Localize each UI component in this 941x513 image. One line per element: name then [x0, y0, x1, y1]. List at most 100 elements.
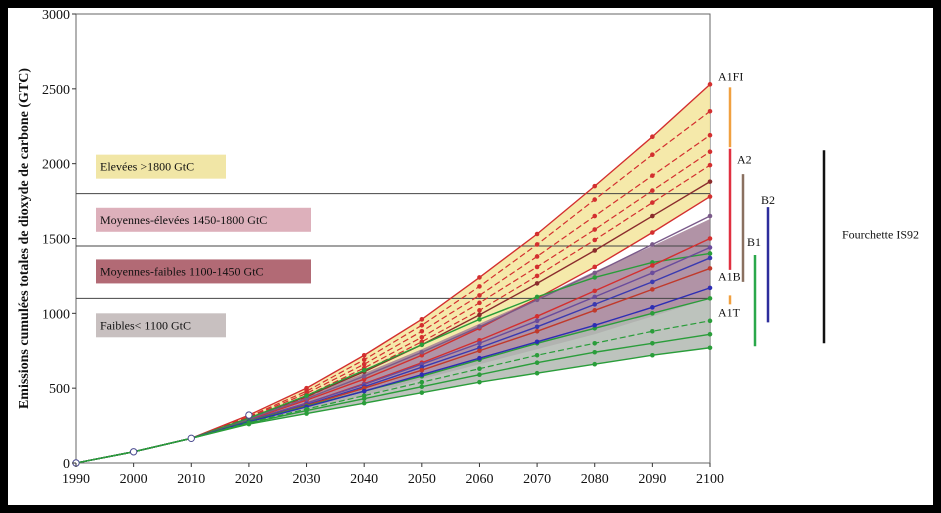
series-4-point-7 [477, 308, 482, 313]
series-12-point-10 [650, 287, 655, 292]
series-2-point-5 [361, 361, 367, 367]
series-5-point-10 [650, 213, 655, 219]
xtick-label-2: 2010 [177, 472, 205, 487]
series-16-point-11 [707, 331, 713, 337]
series-9-point-9 [592, 288, 598, 294]
series-10-point-11 [707, 245, 713, 250]
common-point-3 [245, 411, 253, 419]
series-15-point-10 [650, 328, 655, 334]
series-2-point-6 [419, 328, 425, 334]
series-7-point-9 [592, 270, 598, 276]
series-2-point-10 [650, 173, 655, 178]
series-0-point-9 [592, 183, 598, 189]
series-1-point-6 [419, 323, 425, 328]
series-8-point-4 [304, 393, 309, 398]
series-12-point-11 [707, 266, 713, 271]
xtick-label-4: 2030 [293, 472, 321, 487]
series-1-point-7 [477, 284, 482, 289]
series-13-point-11 [707, 296, 713, 301]
series-4-point-11 [707, 162, 713, 168]
series-6-point-11 [707, 194, 713, 199]
series-15-point-9 [592, 340, 598, 346]
ytick-label-4: 2000 [42, 158, 70, 173]
xtick-label-11: 2100 [696, 472, 724, 487]
series-12-point-8 [534, 328, 540, 334]
series-10-point-9 [592, 294, 598, 300]
series-8-point-11 [707, 251, 713, 256]
series-5-point-8 [534, 281, 540, 286]
ytick-label-5: 2500 [42, 83, 70, 98]
series-2-point-8 [534, 254, 540, 259]
band-box-0 [96, 154, 226, 179]
series-0-point-5 [361, 352, 367, 358]
series-17-point-10 [650, 352, 655, 358]
band-box-1 [96, 207, 311, 232]
series-2-point-9 [592, 213, 598, 219]
band-label-1: Moyennes-élevées 1450-1800 GtC [100, 213, 267, 227]
emissions-chart: Elevées >1800 GtC Moyennes-élevées 1450-1… [17, 8, 919, 487]
xtick-label-10: 2090 [638, 472, 666, 487]
ytick-label-6: 3000 [42, 8, 70, 23]
series-0-point-10 [650, 134, 655, 140]
series-2-point-7 [477, 293, 482, 298]
scenario-label-a1b: A1B [718, 269, 741, 283]
series-12-point-9 [592, 308, 598, 313]
series-11-point-10 [650, 279, 655, 285]
scenario-label-a2: A2 [737, 153, 752, 167]
series-14-point-9 [592, 323, 598, 328]
band-box-3 [96, 313, 226, 338]
series-2-point-11 [707, 132, 713, 138]
xtick-label-1: 2000 [120, 472, 148, 487]
series-17-point-7 [477, 379, 482, 385]
series-11-point-8 [534, 324, 540, 330]
series-3-point-10 [650, 188, 655, 193]
series-8-point-8 [534, 294, 540, 300]
series-0-point-8 [534, 231, 540, 237]
series-15-point-8 [534, 352, 540, 358]
ytick-label-3: 1500 [42, 233, 70, 248]
series-4-point-9 [592, 237, 598, 243]
xtick-label-5: 2040 [350, 472, 378, 487]
series-10-point-10 [650, 270, 655, 276]
xtick-label-8: 2070 [523, 472, 551, 487]
series-7-point-11 [707, 213, 713, 219]
series-14-point-6 [419, 372, 425, 377]
xtick-label-9: 2080 [581, 472, 609, 487]
series-11-point-11 [707, 255, 713, 261]
series-12-point-6 [419, 367, 425, 373]
series-9-point-11 [707, 236, 713, 241]
band-label-3: Faibles< 1100 GtC [100, 318, 191, 332]
series-line-17 [75, 347, 711, 464]
series-17-point-5 [361, 400, 367, 406]
series-1-point-11 [707, 108, 713, 114]
series-6-point-10 [650, 230, 655, 235]
series-16-point-6 [419, 384, 425, 389]
scenario-label-b1: B1 [747, 235, 761, 249]
series-1-point-9 [592, 197, 598, 202]
ytick-label-2: 1000 [42, 307, 70, 322]
series-0-point-7 [477, 275, 482, 280]
series-3-point-7 [477, 300, 482, 306]
series-17-point-6 [419, 390, 425, 395]
series-5-point-11 [707, 179, 713, 184]
series-17-point-9 [592, 361, 598, 367]
series-17-point-4 [304, 411, 309, 416]
series-17-point-3 [246, 421, 252, 427]
series-7-point-10 [650, 242, 655, 247]
series-10-point-8 [534, 318, 540, 324]
series-1-point-5 [361, 357, 367, 363]
series-0-point-6 [419, 317, 425, 322]
series-8-point-9 [592, 275, 598, 280]
common-point-2 [187, 434, 195, 443]
series-14-point-5 [361, 388, 367, 394]
series-8-point-6 [419, 342, 425, 348]
series-16-point-7 [477, 372, 482, 377]
band-label-2: Moyennes-faibles 1100-1450 GtC [100, 264, 264, 278]
series-8-point-5 [361, 367, 367, 373]
xtick-label-0: 1990 [62, 472, 90, 487]
series-15-point-11 [707, 318, 713, 324]
series-7-point-7 [477, 324, 482, 330]
scenario-label-b2: B2 [761, 193, 775, 207]
series-12-point-7 [477, 348, 482, 354]
series-8-point-7 [477, 317, 482, 322]
